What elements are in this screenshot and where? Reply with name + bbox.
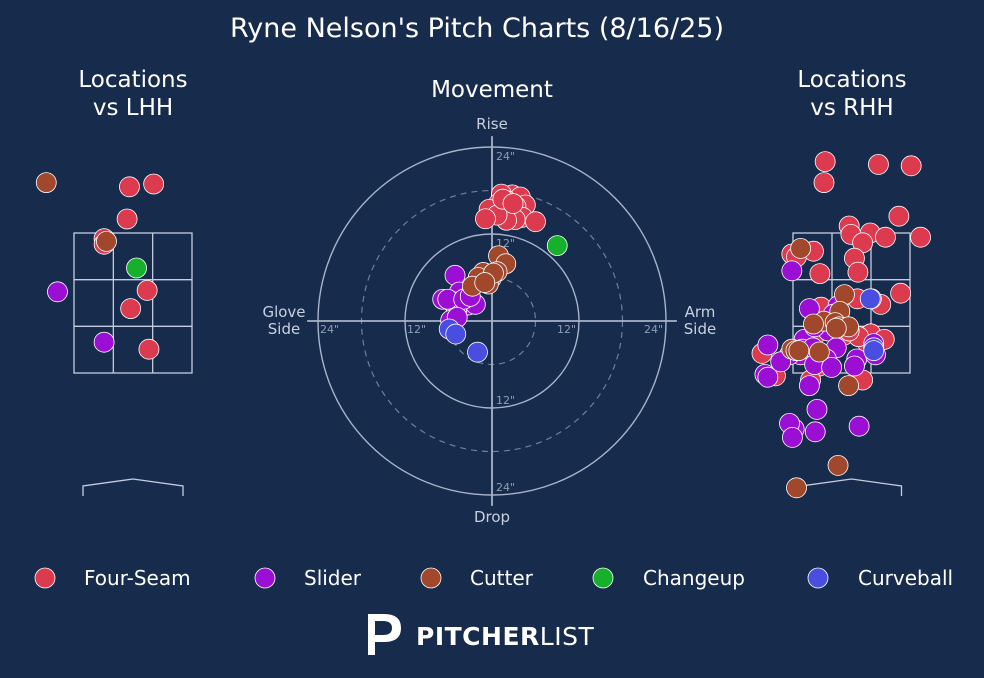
- legend-label-curveball: Curveball: [858, 566, 953, 590]
- pitch-point-cutter: [825, 317, 847, 339]
- chart-title: Ryne Nelson's Pitch Charts (8/16/25): [230, 13, 724, 44]
- pitch-point-cutter: [788, 340, 810, 362]
- pitch-point-four-seam: [813, 172, 835, 194]
- pitcherlist-logo: PITCHERLIST: [368, 614, 594, 655]
- legend-marker-four-seam: [34, 567, 56, 589]
- ring-label-left-12: 12": [407, 323, 426, 336]
- pitch-point-four-seam: [890, 282, 912, 304]
- home-plate: [800, 478, 903, 496]
- axis-label-glove-side-2: Side: [268, 320, 300, 338]
- movement-grid: [307, 136, 677, 506]
- rhh-title-line1: Locations: [797, 67, 906, 93]
- logo-text-light: LIST: [540, 622, 595, 651]
- pitch-point-slider: [93, 331, 115, 353]
- rhh-location-panel: [751, 151, 931, 499]
- legend-item-four-seam: Four-Seam: [34, 566, 191, 590]
- pitch-point-four-seam: [138, 338, 160, 360]
- axis-label-drop: Drop: [474, 508, 510, 526]
- pitch-point-four-seam: [814, 151, 836, 173]
- legend-marker-slider: [254, 567, 276, 589]
- pitch-point-four-seam: [888, 205, 910, 227]
- axis-label-glove-side: Glove: [262, 303, 305, 321]
- pitch-point-slider: [781, 260, 803, 282]
- axis-label-rise: Rise: [476, 115, 508, 133]
- home-plate: [82, 478, 184, 496]
- lhh-title-line1: Locations: [78, 67, 187, 93]
- movement-title: Movement: [431, 77, 553, 103]
- ring-label-top-24: 24": [496, 150, 515, 163]
- ring-label-right-12: 12": [557, 323, 576, 336]
- pitch-point-four-seam: [525, 211, 546, 233]
- pitch-point-cutter: [838, 375, 859, 397]
- pitch-point-slider: [804, 421, 826, 443]
- pitch-point-slider: [806, 398, 828, 420]
- pitch-point-slider: [844, 355, 865, 377]
- svg-text:PITCHERLIST: PITCHERLIST: [416, 622, 594, 651]
- legend-item-changeup: Changeup: [592, 566, 745, 590]
- pitch-point-curveball: [859, 288, 881, 310]
- legend: Four-Seam Slider Cutter Changeup Curveball: [34, 566, 953, 590]
- pitch-point-four-seam: [136, 279, 158, 301]
- pitch-point-cutter: [808, 341, 830, 363]
- pitch-point-curveball: [863, 340, 885, 362]
- pitch-point-slider: [848, 415, 870, 437]
- legend-item-cutter: Cutter: [420, 566, 534, 590]
- pitch-point-slider: [798, 375, 820, 397]
- pitch-point-four-seam: [809, 263, 831, 285]
- pitch-point-four-seam: [875, 226, 896, 248]
- pitch-point-changeup: [126, 257, 147, 279]
- pitch-point-curveball: [467, 341, 488, 363]
- ring-label-bottom-24: 24": [496, 481, 515, 494]
- pitch-point-four-seam: [116, 208, 138, 230]
- legend-marker-curveball: [807, 567, 829, 589]
- pitch-point-four-seam: [475, 208, 496, 230]
- legend-label-cutter: Cutter: [470, 566, 534, 590]
- legend-label-changeup: Changeup: [643, 566, 745, 590]
- pitch-point-slider: [757, 334, 779, 356]
- pitch-point-four-seam: [868, 153, 889, 175]
- legend-item-slider: Slider: [254, 566, 362, 590]
- pitch-point-four-seam: [847, 261, 869, 283]
- lhh-location-panel: [35, 172, 193, 496]
- pitch-point-curveball: [445, 323, 467, 345]
- pitch-point-four-seam: [900, 155, 922, 177]
- pitch-point-cutter: [474, 272, 496, 293]
- pitch-point-cutter: [827, 454, 849, 476]
- lhh-title-line2: vs LHH: [93, 95, 173, 121]
- pitch-point-cutter: [803, 313, 824, 335]
- pitch-point-slider: [782, 426, 803, 448]
- logo-text-bold: PITCHER: [416, 622, 540, 651]
- pitch-point-slider: [757, 366, 779, 388]
- pitch-point-cutter: [35, 172, 57, 194]
- legend-marker-changeup: [592, 567, 614, 589]
- legend-label-slider: Slider: [304, 566, 362, 590]
- pitch-point-changeup: [546, 235, 568, 257]
- axis-label-arm-side-2: Side: [684, 320, 716, 338]
- pitch-point-four-seam: [910, 226, 931, 248]
- axis-label-arm-side: Arm: [685, 303, 716, 321]
- pitcherlist-logo-icon: [368, 614, 401, 655]
- pitch-point-cutter: [790, 237, 812, 259]
- legend-item-curveball: Curveball: [807, 566, 953, 590]
- pitch-point-four-seam: [143, 173, 165, 195]
- pitch-point-four-seam: [502, 193, 524, 214]
- legend-label-four-seam: Four-Seam: [84, 566, 191, 590]
- legend-marker-cutter: [420, 567, 442, 589]
- pitch-point-slider: [47, 281, 68, 303]
- ring-label-bottom-12: 12": [496, 394, 515, 407]
- pitch-point-four-seam: [119, 176, 140, 198]
- pitch-point-slider: [821, 356, 843, 378]
- ring-label-right-24: 24": [644, 323, 663, 336]
- ring-label-left-24: 24": [320, 323, 339, 336]
- rhh-title-line2: vs RHH: [810, 95, 893, 121]
- pitch-point-cutter: [786, 477, 807, 499]
- pitch-point-four-seam: [120, 298, 142, 320]
- pitch-point-cutter: [96, 230, 117, 252]
